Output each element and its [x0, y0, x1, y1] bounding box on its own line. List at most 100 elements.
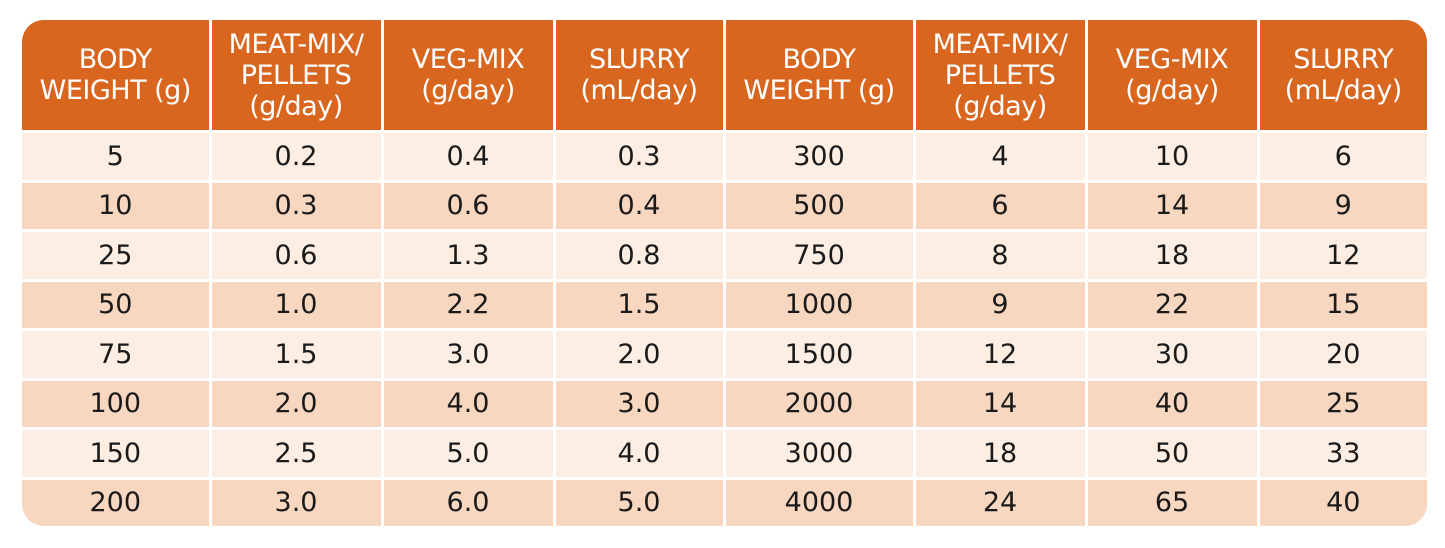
column-header: SLURRY (mL/day)	[1256, 20, 1427, 132]
table-cell: 0.6	[208, 229, 382, 280]
table-cell: 12	[912, 328, 1086, 379]
table-cell: 300	[722, 130, 914, 181]
table-cell: 40	[1256, 476, 1427, 526]
column-header-line: (mL/day)	[580, 75, 698, 106]
column-header-line: SLURRY	[589, 44, 689, 75]
table-cell: 200	[22, 476, 210, 526]
table-cell: 30	[1084, 328, 1258, 379]
table-cell: 4.0	[380, 377, 554, 429]
column-header-line: (g/day)	[953, 90, 1047, 122]
table-cell: 8	[912, 229, 1086, 280]
table-cell: 1000	[722, 278, 914, 330]
table-cell: 4.0	[552, 427, 724, 478]
column-header-line: (g/day)	[1125, 75, 1219, 106]
table-row: 10 0.3 0.6 0.4 500 6 14 9	[22, 179, 1427, 231]
table-cell: 9	[1256, 179, 1427, 231]
table-cell: 500	[722, 179, 914, 231]
column-header-line: MEAT-MIX/	[932, 28, 1068, 60]
column-header-line: VEG-MIX	[411, 44, 525, 75]
table-cell: 2.2	[380, 278, 554, 330]
table-row: 75 1.5 3.0 2.0 1500 12 30 20	[22, 328, 1427, 379]
column-header: BODY WEIGHT (g)	[722, 20, 914, 132]
table-cell: 2.0	[208, 377, 382, 429]
table-cell: 6	[1256, 130, 1427, 181]
table-cell: 2000	[722, 377, 914, 429]
table-cell: 22	[1084, 278, 1258, 330]
table-row: 100 2.0 4.0 3.0 2000 14 40 25	[22, 377, 1427, 429]
table-cell: 0.2	[208, 130, 382, 181]
table-cell: 0.8	[552, 229, 724, 280]
table-cell: 33	[1256, 427, 1427, 478]
column-header-line: PELLETS	[944, 59, 1056, 91]
table-cell: 24	[912, 476, 1086, 526]
column-header-line: BODY	[782, 44, 856, 75]
table-cell: 5	[22, 130, 210, 181]
table-cell: 75	[22, 328, 210, 379]
table-cell: 1.3	[380, 229, 554, 280]
column-header-line: WEIGHT (g)	[39, 75, 192, 106]
table-row: 50 1.0 2.2 1.5 1000 9 22 15	[22, 278, 1427, 330]
table-cell: 4	[912, 130, 1086, 181]
feeding-table: BODY WEIGHT (g) MEAT-MIX/PELLETS (g/day) VEG…	[22, 20, 1427, 526]
table-cell: 1500	[722, 328, 914, 379]
table-cell: 3.0	[552, 377, 724, 429]
table-cell: 0.6	[380, 179, 554, 231]
table-row: 200 3.0 6.0 5.0 4000 24 65 40	[22, 476, 1427, 526]
header-row: BODY WEIGHT (g) MEAT-MIX/PELLETS (g/day) VEG…	[22, 20, 1427, 132]
table-cell: 12	[1256, 229, 1427, 280]
table-cell: 6.0	[380, 476, 554, 526]
table-cell: 1.0	[208, 278, 382, 330]
table-cell: 20	[1256, 328, 1427, 379]
table-row: 5 0.2 0.4 0.3 300 4 10 6	[22, 130, 1427, 181]
table-cell: 50	[22, 278, 210, 330]
table-cell: 9	[912, 278, 1086, 330]
table-header: BODY WEIGHT (g) MEAT-MIX/PELLETS (g/day) VEG…	[22, 20, 1427, 132]
column-header-line: PELLETS	[240, 59, 352, 91]
table-row: 150 2.5 5.0 4.0 3000 18 50 33	[22, 427, 1427, 478]
column-header: MEAT-MIX/PELLETS (g/day)	[208, 20, 382, 132]
table-cell: 0.3	[552, 130, 724, 181]
table-cell: 18	[1084, 229, 1258, 280]
column-header-line: (g/day)	[421, 75, 515, 106]
column-header: VEG-MIX (g/day)	[380, 20, 554, 132]
column-header-line: (mL/day)	[1284, 75, 1403, 106]
table-cell: 3000	[722, 427, 914, 478]
table-cell: 25	[22, 229, 210, 280]
column-header-line: MEAT-MIX/	[228, 28, 364, 60]
table-cell: 2.5	[208, 427, 382, 478]
table-cell: 5.0	[552, 476, 724, 526]
table-cell: 25	[1256, 377, 1427, 429]
column-header: VEG-MIX (g/day)	[1084, 20, 1258, 132]
table-cell: 6	[912, 179, 1086, 231]
table-cell: 14	[912, 377, 1086, 429]
table-cell: 3.0	[208, 476, 382, 526]
table-cell: 5.0	[380, 427, 554, 478]
table-cell: 40	[1084, 377, 1258, 429]
column-header-line: (g/day)	[249, 90, 343, 122]
column-header-line: BODY	[78, 44, 153, 75]
table-cell: 50	[1084, 427, 1258, 478]
column-header-line: WEIGHT (g)	[743, 75, 895, 106]
table-cell: 18	[912, 427, 1086, 478]
table-cell: 0.3	[208, 179, 382, 231]
table-cell: 1.5	[552, 278, 724, 330]
table-cell: 100	[22, 377, 210, 429]
table-cell: 150	[22, 427, 210, 478]
table-cell: 750	[722, 229, 914, 280]
table-cell: 3.0	[380, 328, 554, 379]
table-cell: 1.5	[208, 328, 382, 379]
table-body: 5 0.2 0.4 0.3 300 4 10 6 10 0.3 0.6 0.4 500 6 14 9 25 0.6…	[22, 130, 1427, 526]
column-header: BODY WEIGHT (g)	[22, 20, 210, 132]
table-cell: 4000	[722, 476, 914, 526]
column-header: MEAT-MIX/PELLETS (g/day)	[912, 20, 1086, 132]
column-header-line: SLURRY	[1293, 44, 1394, 75]
table-cell: 65	[1084, 476, 1258, 526]
table-cell: 15	[1256, 278, 1427, 330]
column-header-line: VEG-MIX	[1115, 44, 1229, 75]
table-cell: 0.4	[552, 179, 724, 231]
table-cell: 10	[22, 179, 210, 231]
table-row: 25 0.6 1.3 0.8 750 8 18 12	[22, 229, 1427, 280]
table-cell: 0.4	[380, 130, 554, 181]
table-cell: 14	[1084, 179, 1258, 231]
table-cell: 2.0	[552, 328, 724, 379]
